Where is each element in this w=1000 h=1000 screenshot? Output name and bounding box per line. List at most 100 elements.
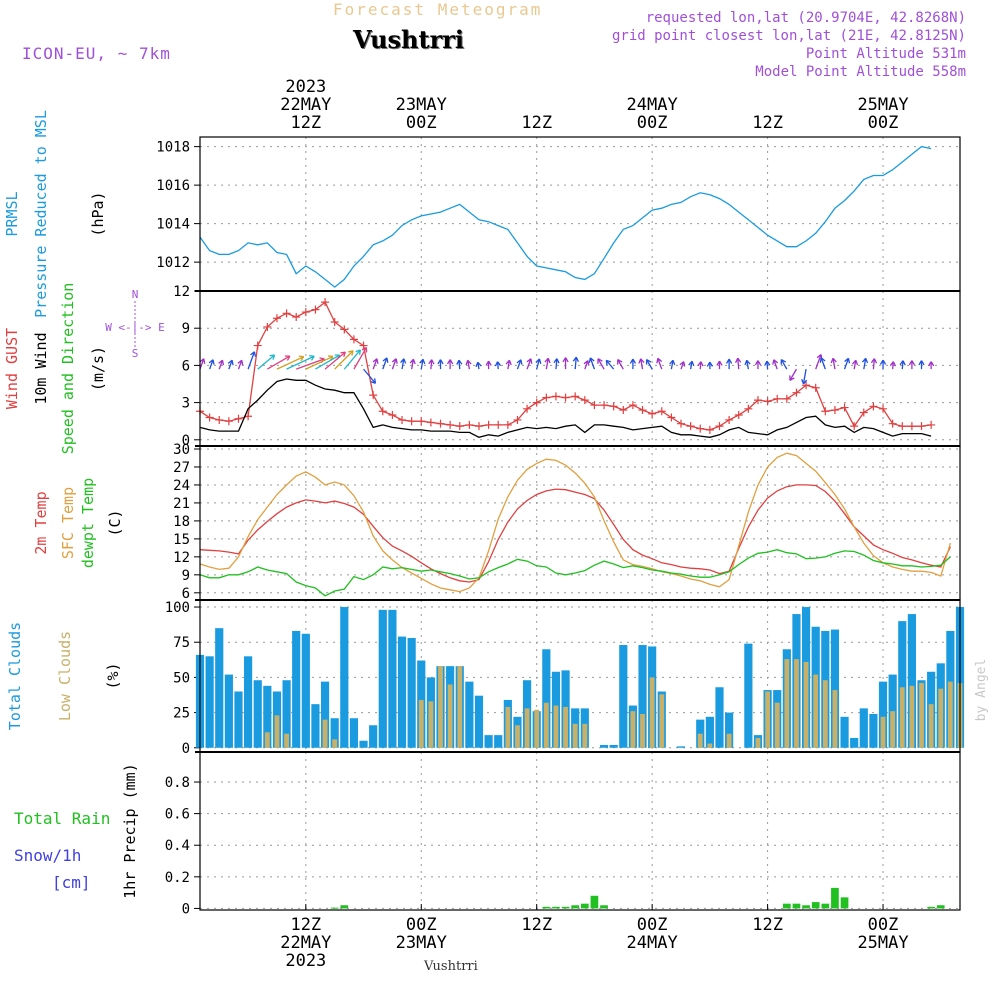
bar <box>340 905 349 909</box>
bar <box>802 905 810 909</box>
plus-marker <box>638 406 647 415</box>
panel-pressure: 1012 1014 1016 1018 PRMSL Pressure Reduced to… <box>3 110 961 318</box>
y-tick-label: 24 <box>173 478 190 494</box>
wind-arrow-head <box>638 358 645 364</box>
bar <box>553 705 559 748</box>
bottom-axis-date: 23MAY <box>396 933 447 953</box>
bar <box>330 907 339 909</box>
top-axis-hour: 00Z <box>406 113 437 133</box>
bar <box>465 681 474 748</box>
panel-frame <box>199 445 961 601</box>
plus-marker <box>205 413 214 422</box>
wind-arrow <box>640 358 644 370</box>
wind-arrow <box>218 359 224 370</box>
series-10m-wind <box>199 378 932 438</box>
plus-marker <box>802 381 811 390</box>
wind-arrow <box>901 360 904 370</box>
bottom-axis-date: 25MAY <box>857 933 908 953</box>
y-tick-label: 15 <box>173 532 190 548</box>
panel-precip: 0 0.2 0.4 0.6 0.8 1hr Precip (mm) Total Rain Sn… <box>14 751 961 917</box>
wind-arrow-head <box>583 360 590 366</box>
series-prmsl <box>199 145 932 288</box>
bar <box>572 723 578 748</box>
wind-arrow <box>680 361 685 370</box>
wind-arrow <box>411 359 415 370</box>
bottom-axis-year: 2023 <box>285 951 326 971</box>
wind-arrow <box>789 368 798 381</box>
plus-marker <box>715 422 724 431</box>
panel-temperature: 6 9 12 15 18 21 24 27 30 2m Temp SFC Temp dewpt Tem… <box>32 442 961 602</box>
wind-arrow <box>589 357 596 370</box>
series-total-rain <box>330 887 945 909</box>
plus-marker <box>542 393 551 402</box>
bar <box>869 714 878 748</box>
wind-arrow <box>334 350 354 370</box>
plus-marker <box>590 401 599 410</box>
plus-marker <box>667 413 676 422</box>
wind-arrow-head <box>754 360 762 366</box>
plus-marker <box>927 420 936 429</box>
y-tick-label: 25 <box>173 706 190 722</box>
bar <box>822 680 828 748</box>
bar <box>582 723 588 748</box>
plus-marker <box>494 420 503 429</box>
bar <box>474 695 484 748</box>
series-sfc-temp <box>199 452 952 593</box>
wind-arrow <box>820 357 826 370</box>
bar <box>878 681 888 748</box>
top-axis-year: 2023 <box>285 77 326 97</box>
wind-arrow-head <box>706 361 714 367</box>
top-axis-hour: 00Z <box>868 113 899 133</box>
wind-arrow-head <box>553 358 560 364</box>
wind-arrow <box>401 358 405 370</box>
bar <box>282 680 291 748</box>
wind-arrow-head <box>789 375 795 381</box>
bottom-axis-date: 22MAY <box>280 933 331 953</box>
y-tick-label: 9 <box>182 568 190 584</box>
series-wind-gust <box>196 298 936 434</box>
wind-arrow <box>247 351 256 370</box>
wind-arrow-head <box>372 358 379 364</box>
wind-arrow <box>872 358 875 370</box>
y-tick-label: 21 <box>173 496 190 512</box>
wind-arrow <box>780 359 788 370</box>
bottom-axis-hour: 12Z <box>521 915 552 935</box>
wind-arrow <box>574 357 577 370</box>
wind-arrow-head <box>419 358 426 365</box>
wind-arrow-head <box>879 359 887 365</box>
bar <box>676 746 686 748</box>
wind-arrow-head <box>340 351 346 358</box>
plus-marker <box>580 396 589 405</box>
plus-marker <box>850 422 859 431</box>
wind-direction-arrows <box>199 346 935 385</box>
bar <box>840 716 849 748</box>
plus-marker <box>340 325 349 334</box>
top-axis-date: 25MAY <box>857 95 908 115</box>
wind-arrow-head <box>361 346 368 353</box>
plus-marker <box>292 313 301 322</box>
y-tick-label: 1014 <box>156 217 190 233</box>
bar <box>397 636 407 748</box>
wind-arrow-head <box>309 355 315 361</box>
bar <box>600 905 608 909</box>
panel-label: Speed and Direction <box>59 283 77 455</box>
wind-arrow-head <box>605 359 612 366</box>
plus-marker <box>388 411 397 419</box>
bar <box>418 699 424 748</box>
wind-arrow <box>372 358 378 370</box>
bar <box>330 718 339 748</box>
wind-arrow-head <box>679 361 686 367</box>
plus-marker <box>696 424 705 433</box>
bottom-axis-hour: 00Z <box>868 915 899 935</box>
bar <box>792 903 801 909</box>
wind-arrow <box>458 360 461 370</box>
y-tick-label: 100 <box>165 600 190 616</box>
wind-arrow <box>597 358 605 370</box>
plus-marker <box>484 420 493 429</box>
top-axis-date: 22MAY <box>280 95 331 115</box>
wind-arrow <box>199 358 205 370</box>
plus-marker <box>628 401 637 410</box>
y-tick-label: 0 <box>182 741 190 757</box>
bar <box>947 681 953 748</box>
